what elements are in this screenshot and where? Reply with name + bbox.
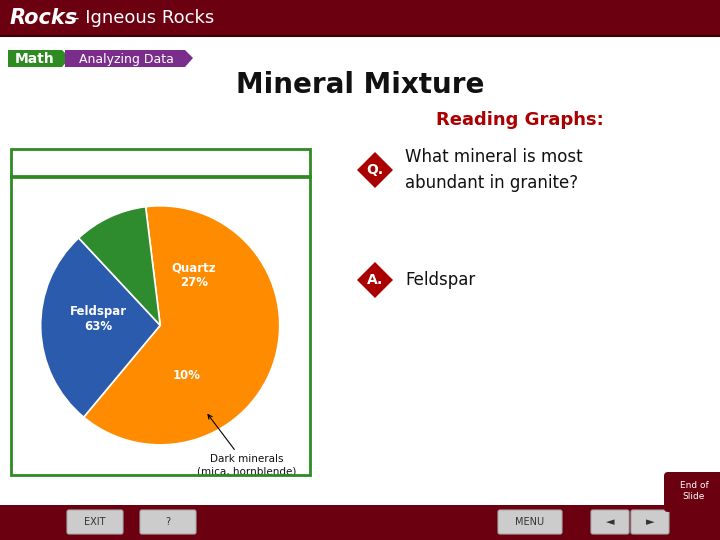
Text: 10%: 10%: [173, 369, 200, 382]
Text: EXIT: EXIT: [84, 517, 106, 527]
FancyBboxPatch shape: [140, 510, 196, 534]
Text: Dark minerals
(mica, hornblende): Dark minerals (mica, hornblende): [197, 415, 296, 476]
Text: Math: Math: [15, 52, 55, 66]
FancyBboxPatch shape: [0, 505, 720, 540]
Polygon shape: [357, 152, 393, 188]
Text: Feldspar
63%: Feldspar 63%: [70, 306, 127, 333]
Text: MENU: MENU: [516, 517, 544, 527]
FancyBboxPatch shape: [664, 472, 720, 512]
Wedge shape: [78, 207, 161, 325]
Text: End of
Slide: End of Slide: [680, 481, 708, 501]
Text: ►: ►: [646, 517, 654, 527]
Text: ◄: ◄: [606, 517, 614, 527]
Text: Rocks: Rocks: [10, 8, 78, 28]
Wedge shape: [40, 238, 161, 417]
Text: Quartz
27%: Quartz 27%: [171, 261, 216, 289]
FancyBboxPatch shape: [0, 25, 720, 514]
FancyBboxPatch shape: [631, 510, 669, 534]
Polygon shape: [8, 50, 70, 67]
Text: ?: ?: [166, 517, 171, 527]
Text: Feldspar: Feldspar: [405, 271, 475, 289]
Text: Analyzing Data: Analyzing Data: [78, 52, 174, 65]
FancyBboxPatch shape: [0, 35, 720, 505]
Polygon shape: [65, 50, 193, 67]
Text: Mineral Composition of Granite: Mineral Composition of Granite: [51, 157, 269, 170]
Text: Reading Graphs:: Reading Graphs:: [436, 111, 604, 129]
Text: A.: A.: [367, 273, 383, 287]
Text: Mineral Mixture: Mineral Mixture: [236, 71, 484, 99]
Wedge shape: [84, 206, 279, 445]
Text: What mineral is most
abundant in granite?: What mineral is most abundant in granite…: [405, 148, 582, 192]
FancyBboxPatch shape: [498, 510, 562, 534]
Text: Q.: Q.: [366, 163, 384, 177]
FancyBboxPatch shape: [591, 510, 629, 534]
Text: - Igneous Rocks: - Igneous Rocks: [73, 9, 215, 27]
FancyBboxPatch shape: [0, 0, 720, 35]
FancyBboxPatch shape: [67, 510, 123, 534]
Polygon shape: [357, 262, 393, 298]
